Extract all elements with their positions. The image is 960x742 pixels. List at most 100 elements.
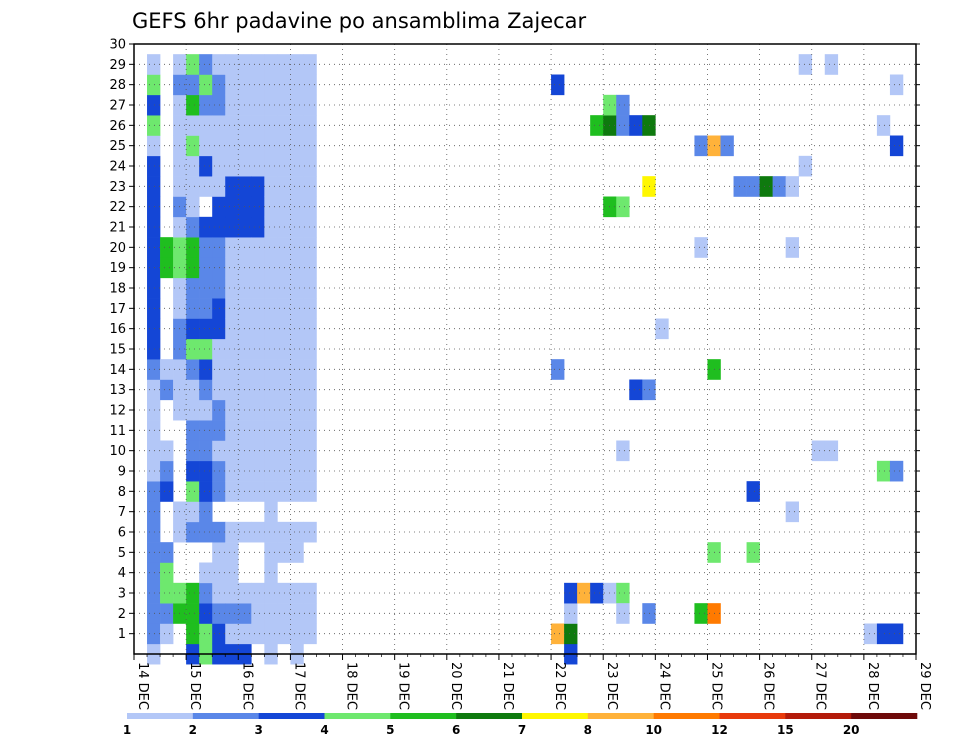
heatmap-cell (303, 623, 317, 645)
heatmap-cell (212, 460, 226, 482)
heatmap-cell (564, 582, 578, 604)
heatmap-cell (251, 298, 265, 319)
heatmap-cell (290, 460, 304, 482)
heatmap-cell (212, 379, 226, 401)
heatmap-cell (746, 481, 760, 502)
heatmap-cell (212, 216, 226, 238)
y-tick-label: 19 (109, 261, 126, 276)
heatmap-cell (264, 115, 278, 136)
y-tick-label: 9 (118, 465, 126, 480)
heatmap-cell (876, 460, 891, 482)
heatmap-cell (251, 521, 265, 543)
heatmap-cell (290, 216, 304, 238)
heatmap-cell (564, 603, 578, 624)
heatmap-cell (199, 562, 213, 584)
heatmap-cell (147, 257, 161, 279)
heatmap-cell (251, 582, 265, 604)
heatmap-cell (824, 440, 839, 462)
colorbar-segment (258, 713, 325, 719)
heatmap-cell (746, 542, 760, 563)
heatmap-cell (225, 94, 239, 116)
heatmap-cell (212, 74, 226, 96)
colorbar-label: 4 (320, 723, 328, 737)
heatmap-cell (212, 318, 226, 340)
heatmap-cell (186, 176, 200, 197)
heatmap-cell (616, 603, 630, 624)
heatmap-cell (160, 542, 174, 563)
heatmap-cell (225, 460, 239, 482)
heatmap-cell (160, 359, 174, 380)
heatmap-cell (186, 460, 200, 482)
colorbar-label: 10 (645, 723, 662, 737)
heatmap-cell (824, 54, 839, 75)
heatmap-cell (785, 237, 799, 258)
heatmap-cell (290, 257, 304, 279)
heatmap-cell (264, 277, 278, 299)
heatmap-cell (290, 399, 304, 421)
heatmap-cell (616, 115, 630, 136)
heatmap-cell (303, 318, 317, 340)
heatmap-cell (694, 603, 708, 624)
heatmap-cell (186, 298, 200, 319)
y-tick-label: 13 (109, 383, 126, 398)
heatmap-cell (147, 318, 161, 340)
x-tick-label: 14 DEC (135, 662, 150, 710)
heatmap-cell (759, 176, 773, 197)
heatmap-cell (186, 318, 200, 340)
heatmap-cell (251, 94, 265, 116)
colorbar-label: 20 (843, 723, 860, 737)
heatmap-cell (160, 440, 174, 462)
heatmap-cell (147, 54, 161, 75)
heatmap-cell (199, 379, 213, 401)
heatmap-cell (212, 338, 226, 360)
y-tick-label: 2 (118, 607, 126, 622)
heatmap-cell (199, 94, 213, 116)
heatmap-cell (199, 582, 213, 604)
heatmap-cell (186, 440, 200, 462)
heatmap-cell (303, 298, 317, 319)
y-tick-label: 24 (109, 160, 126, 175)
heatmap-cell (290, 542, 304, 563)
heatmap-cell (290, 94, 304, 116)
y-tick-label: 20 (109, 241, 126, 256)
heatmap-cell (225, 135, 239, 157)
heatmap-cell (264, 74, 278, 96)
heatmap-cell (225, 176, 239, 197)
colorbar-segment (522, 713, 589, 719)
y-tick-label: 25 (109, 139, 126, 154)
heatmap-cell (590, 582, 604, 604)
heatmap-cell (629, 115, 643, 136)
heatmap-cell (264, 54, 278, 75)
heatmap-cell (147, 94, 161, 116)
heatmap-cell (186, 115, 200, 136)
heatmap-cell (264, 318, 278, 340)
heatmap-cell (225, 74, 239, 96)
heatmap-cell (212, 277, 226, 299)
heatmap-cell (264, 420, 278, 441)
heatmap-cell (551, 359, 565, 380)
heatmap-cell (303, 196, 317, 218)
heatmap-cell (564, 623, 578, 645)
heatmap-cell (616, 94, 630, 116)
heatmap-cell (616, 196, 630, 218)
heatmap-cell (160, 257, 174, 279)
heatmap-cell (290, 420, 304, 441)
heatmap-cell (212, 399, 226, 421)
heatmap-cell (251, 237, 265, 258)
heatmap-cell (186, 521, 200, 543)
x-tick-label: 28 DEC (865, 662, 880, 710)
heatmap-cell (225, 54, 239, 75)
heatmap-cell (186, 196, 200, 218)
heatmap-cell (147, 155, 161, 177)
heatmap-cell (264, 155, 278, 177)
heatmap-cell (303, 54, 317, 75)
heatmap-cell (199, 216, 213, 238)
heatmap-cell (199, 74, 213, 96)
x-tick-label: 23 DEC (604, 662, 619, 710)
heatmap-cell (199, 399, 213, 421)
colorbar-label: 5 (386, 723, 394, 737)
colorbar-segment (851, 713, 918, 719)
heatmap-cell (251, 277, 265, 299)
heatmap-cells (147, 54, 904, 665)
x-tick-label: 25 DEC (708, 662, 723, 710)
